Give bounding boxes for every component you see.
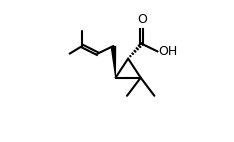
Text: OH: OH	[158, 45, 177, 58]
Polygon shape	[110, 46, 116, 78]
Text: O: O	[137, 13, 147, 26]
